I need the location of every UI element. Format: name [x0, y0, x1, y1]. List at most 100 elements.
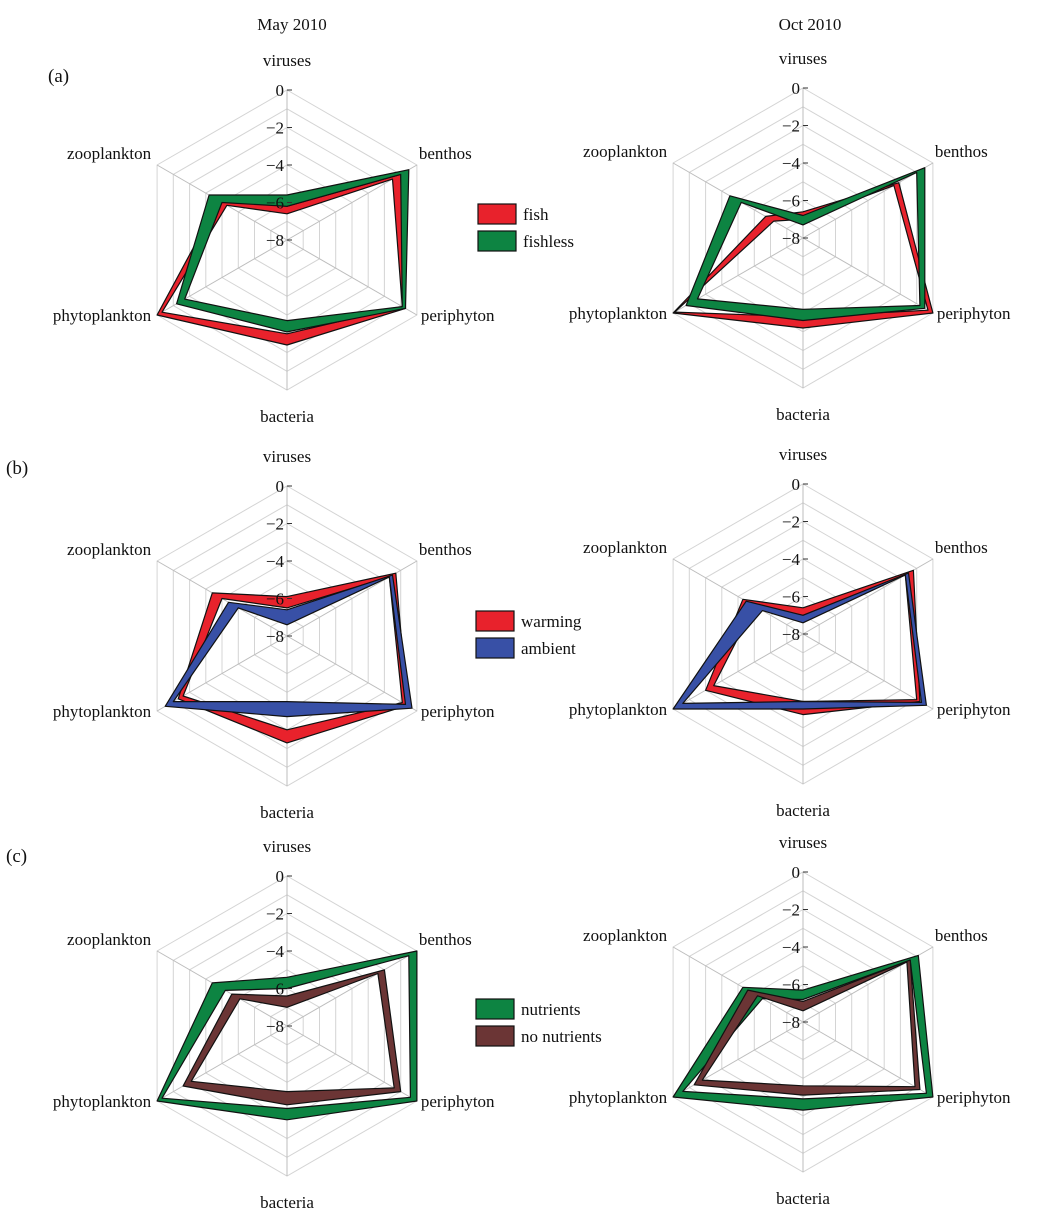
axis-label-bacteria: bacteria — [776, 405, 830, 424]
axis-label-zooplankton: zooplankton — [583, 926, 668, 945]
tick-label: −8 — [782, 1013, 800, 1032]
radar-chart-b-oct-2010: 0 −2 −4 −6 −8 viruses benthos periphyton bacteri… — [569, 445, 1011, 820]
tick-label: −8 — [782, 229, 800, 248]
axis-label-zooplankton: zooplankton — [67, 144, 152, 163]
tick-label: −4 — [266, 156, 285, 175]
axis-label-zooplankton: zooplankton — [583, 142, 668, 161]
tick-label: −6 — [782, 976, 800, 995]
axis-label-phytoplankton: phytoplankton — [569, 700, 668, 719]
legend-label-warming: warming — [521, 612, 582, 631]
tick-label: −4 — [782, 938, 801, 957]
axis-label-periphyton: periphyton — [937, 304, 1011, 323]
tick-label: −6 — [782, 192, 800, 211]
axis-label-phytoplankton: phytoplankton — [569, 1088, 668, 1107]
tick-label: −4 — [782, 550, 801, 569]
axis-label-phytoplankton: phytoplankton — [53, 306, 152, 325]
legend-c: nutrients no nutrients — [475, 998, 602, 1047]
axis-label-phytoplankton: phytoplankton — [569, 304, 668, 323]
tick-label: −4 — [266, 942, 285, 961]
axis-label-benthos: benthos — [419, 930, 472, 949]
axis-label-phytoplankton: phytoplankton — [53, 1092, 152, 1111]
axis-label-bacteria: bacteria — [776, 1189, 830, 1208]
axis-label-viruses: viruses — [779, 49, 827, 68]
spoke-periphyton — [802, 1021, 934, 1098]
axis-label-bacteria: bacteria — [260, 407, 314, 426]
tick-label: −8 — [266, 231, 284, 250]
axis-label-zooplankton: zooplankton — [67, 930, 152, 949]
axis-label-viruses: viruses — [263, 447, 311, 466]
tick-label: −2 — [266, 905, 284, 924]
legend-b: warming ambient — [475, 610, 582, 659]
legend-swatch-no-nutrients — [475, 1025, 515, 1047]
axis-label-periphyton: periphyton — [421, 1092, 495, 1111]
tick-label: −8 — [266, 627, 284, 646]
legend-label-fishless: fishless — [523, 232, 574, 251]
tick-label: −2 — [782, 901, 800, 920]
axis-label-phytoplankton: phytoplankton — [53, 702, 152, 721]
axis-label-periphyton: periphyton — [937, 1088, 1011, 1107]
spoke-periphyton — [802, 237, 934, 314]
tick-label: 0 — [276, 477, 285, 496]
tick-label: −8 — [266, 1017, 284, 1036]
tick-label: −2 — [782, 117, 800, 136]
axis-label-benthos: benthos — [419, 540, 472, 559]
legends: fish fishless warming ambient nutrients no nu… — [475, 203, 602, 1047]
radar-charts: 0 −2 −4 −6 −8 viruses benthos periphyton bacteri… — [53, 49, 1011, 1209]
series-band-nutrients — [156, 950, 418, 1121]
axis-label-viruses: viruses — [263, 837, 311, 856]
column-title-oct: Oct 2010 — [779, 15, 842, 34]
axis-label-zooplankton: zooplankton — [583, 538, 668, 557]
radar-chart-b-may-2010: 0 −2 −4 −6 −8 viruses benthos periphyton bacteri… — [53, 447, 495, 822]
spoke-zooplankton — [672, 558, 804, 635]
series-band-no-nutrients — [182, 969, 402, 1106]
axis-label-benthos: benthos — [935, 926, 988, 945]
spoke-zooplankton — [672, 946, 804, 1023]
legend-swatch-warming — [475, 610, 515, 632]
spoke-periphyton — [286, 635, 418, 712]
legend-swatch-ambient — [475, 637, 515, 659]
tick-label: −2 — [266, 119, 284, 138]
panel-label-b: (b) — [6, 458, 28, 479]
tick-label: 0 — [276, 81, 285, 100]
legend-label-no-nutrients: no nutrients — [521, 1027, 602, 1046]
spoke-periphyton — [802, 633, 934, 710]
legend-label-ambient: ambient — [521, 639, 576, 658]
legend-a: fish fishless — [477, 203, 574, 252]
tick-label: 0 — [792, 863, 801, 882]
axis-label-benthos: benthos — [419, 144, 472, 163]
series-band-no-nutrients — [693, 959, 921, 1096]
spoke-periphyton — [286, 239, 418, 316]
axis-label-viruses: viruses — [263, 51, 311, 70]
series-band-ambient — [164, 574, 413, 718]
tick-label: −2 — [266, 515, 284, 534]
axis-label-benthos: benthos — [935, 538, 988, 557]
tick-label: −8 — [782, 625, 800, 644]
axis-label-bacteria: bacteria — [776, 801, 830, 820]
legend-label-nutrients: nutrients — [521, 1000, 581, 1019]
legend-swatch-fish — [477, 203, 517, 225]
axis-label-bacteria: bacteria — [260, 1193, 314, 1209]
axis-label-bacteria: bacteria — [260, 803, 314, 822]
axis-label-periphyton: periphyton — [421, 306, 495, 325]
legend-swatch-fishless — [477, 230, 517, 252]
column-title-may: May 2010 — [257, 15, 326, 34]
tick-label: 0 — [276, 867, 285, 886]
radar-chart-a-oct-2010: 0 −2 −4 −6 −8 viruses benthos periphyton bacteri… — [569, 49, 1011, 424]
panel-label-c: (c) — [6, 846, 27, 867]
radar-chart-a-may-2010: 0 −2 −4 −6 −8 viruses benthos periphyton bacteri… — [53, 51, 495, 426]
spoke-benthos — [286, 950, 418, 1027]
tick-label: 0 — [792, 475, 801, 494]
radar-chart-c-may-2010: 0 −2 −4 −6 −8 viruses benthos periphyton bacteri… — [53, 837, 495, 1209]
panel-label-a: (a) — [48, 66, 69, 87]
legend-label-fish: fish — [523, 205, 549, 224]
tick-label: −2 — [782, 513, 800, 532]
spoke-phytoplankton — [672, 633, 804, 710]
tick-label: 0 — [792, 79, 801, 98]
axis-label-viruses: viruses — [779, 445, 827, 464]
tick-label: −6 — [266, 980, 284, 999]
tick-label: −4 — [266, 552, 285, 571]
axis-label-benthos: benthos — [935, 142, 988, 161]
axis-label-zooplankton: zooplankton — [67, 540, 152, 559]
legend-swatch-nutrients — [475, 998, 515, 1020]
